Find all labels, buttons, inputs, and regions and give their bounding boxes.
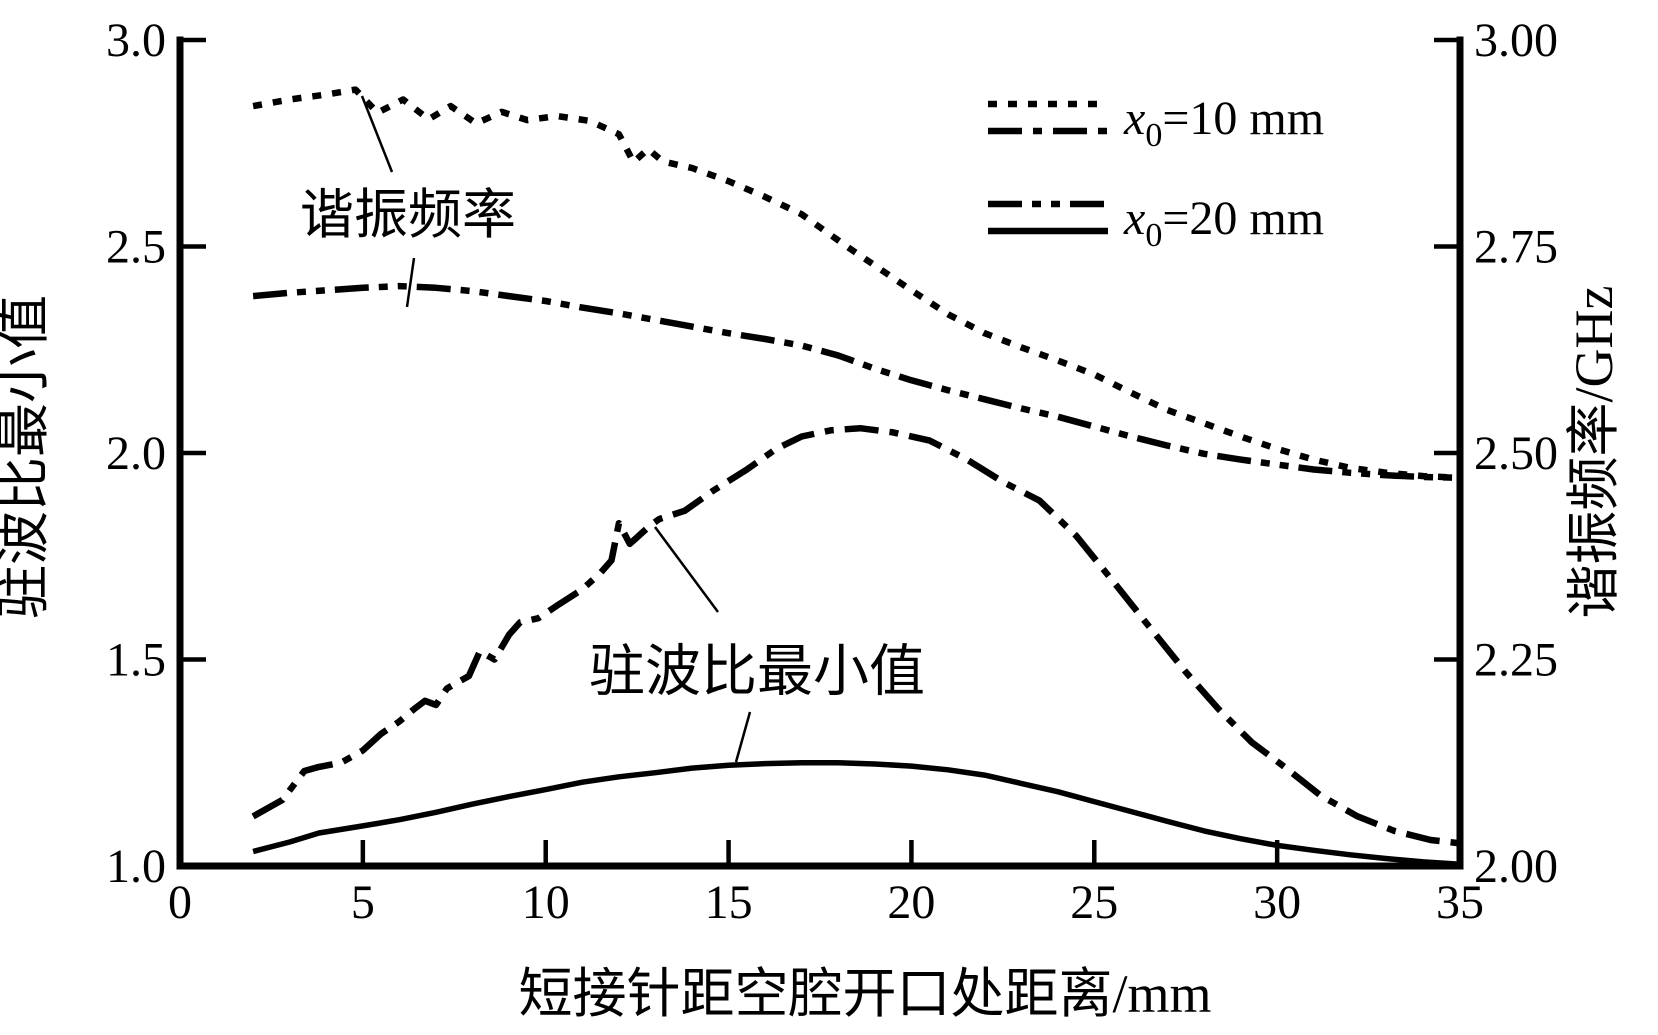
right-axis-tick-label: 2.00: [1474, 840, 1558, 893]
right-axis-tick-label: 2.75: [1474, 221, 1558, 274]
left-axis-tick-label: 3.0: [106, 14, 166, 67]
legend-label: x0=20 mm: [1123, 192, 1324, 254]
legend-entry-1: x0=20 mm: [988, 192, 1324, 254]
right-axis-tick-label: 2.25: [1474, 634, 1558, 687]
legend-label: x0=10 mm: [1123, 92, 1324, 154]
annotation-resonant-freq-label: 谐振频率: [300, 95, 516, 308]
left-axis-tick-label: 1.0: [106, 840, 166, 893]
legend-entry-0: x0=10 mm: [988, 92, 1324, 154]
left-axis-tick-label: 1.5: [106, 634, 166, 687]
x-axis-tick-label: 15: [705, 876, 753, 929]
x-axis-title: 短接针距空腔开口处距离/mm: [518, 964, 1211, 1024]
x-axis-tick-label: 25: [1070, 876, 1118, 929]
annotation-leader-line: [360, 95, 394, 173]
annotation-text: 谐振频率: [300, 185, 516, 245]
annotation-text: 驻波比最小值: [589, 642, 925, 704]
x-axis-tick-label: 0: [168, 876, 192, 929]
annotation-leader-line: [405, 257, 416, 308]
x-axis-tick-label: 20: [887, 876, 935, 929]
right-y-axis-title: 谐振频率/GHz: [1564, 286, 1624, 619]
left-y-axis-title: 驻波比最小值: [0, 295, 54, 619]
left-axis-tick-label: 2.5: [106, 221, 166, 274]
series-vswr-min-x0-20: [252, 760, 1461, 868]
annotation-vswr-min-label: 驻波比最小值: [589, 526, 925, 763]
x-axis-tick-label: 5: [351, 876, 375, 929]
x-axis-tick-label: 35: [1436, 876, 1484, 929]
x-axis-tick-label: 30: [1253, 876, 1301, 929]
annotation-leader-line: [653, 526, 720, 613]
right-axis-tick-label: 3.00: [1474, 14, 1558, 67]
series-vswr-min-x0-10: [251, 424, 1461, 847]
x-axis-tick-label: 10: [522, 876, 570, 929]
right-axis-tick-label: 2.50: [1474, 427, 1558, 480]
annotation-leader-line: [734, 711, 752, 763]
series-resonant-freq-x0-10: [252, 86, 1461, 482]
left-axis-tick-label: 2.0: [106, 427, 166, 480]
